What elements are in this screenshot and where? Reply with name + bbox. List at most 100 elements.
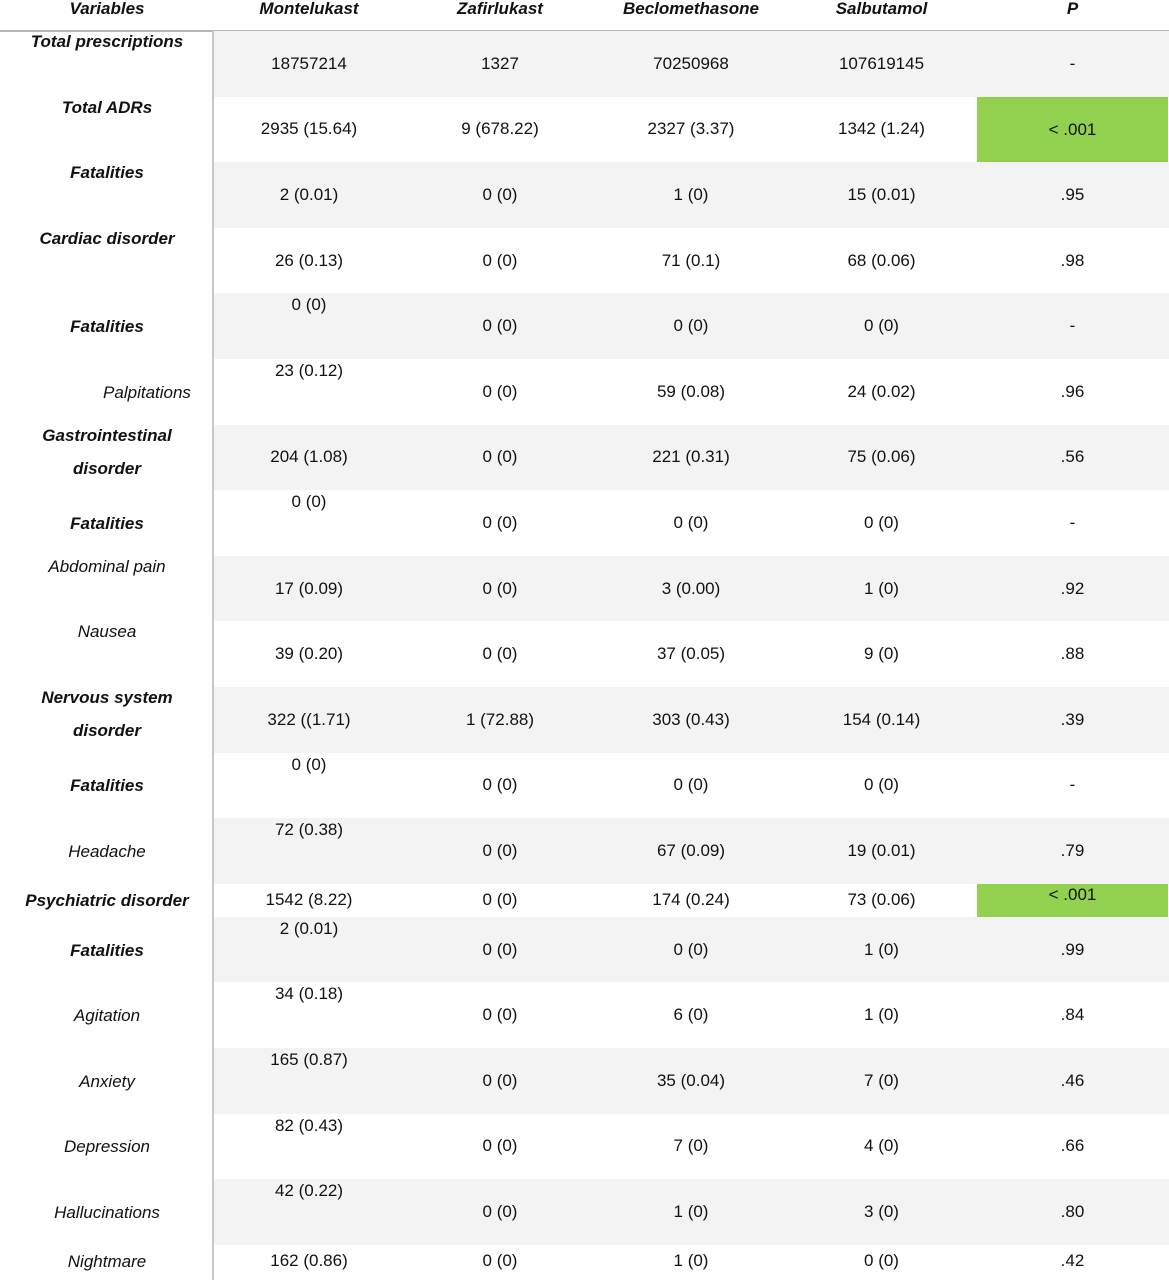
cell-zafi: 0 (0) — [482, 316, 518, 336]
cell-salb: 1 (0) — [864, 578, 899, 598]
table-row: Depression 82 (0.43) 0 (0) 7 (0) 4 (0) .66 — [0, 1114, 1169, 1180]
cell-p: .92 — [1060, 578, 1085, 598]
cell-becl: 0 (0) — [673, 939, 709, 959]
row-shading — [214, 424, 1169, 491]
cell-mont: 26 (0.13) — [274, 250, 344, 270]
cell-salb: 19 (0.01) — [847, 840, 916, 860]
cell-zafi: 0 (0) — [482, 890, 518, 910]
cell-zafi: 0 (0) — [482, 939, 518, 959]
cell-becl: 71 (0.1) — [661, 250, 721, 270]
cell-becl: 70250968 — [653, 53, 729, 73]
row-label: Agitation — [73, 1006, 141, 1026]
row-shading — [214, 293, 1169, 359]
cell-mont: 0 (0) — [291, 754, 327, 774]
cell-zafi: 0 (0) — [482, 840, 518, 860]
row-label: Hallucinations — [54, 1202, 160, 1222]
table-row: Agitation 34 (0.18) 0 (0) 6 (0) 1 (0) .84 — [0, 982, 1169, 1048]
table-row: Nausea 39 (0.20) 0 (0) 37 (0.05) 9 (0) .88 — [0, 621, 1169, 687]
cell-p: - — [1069, 512, 1076, 532]
table-row: Gastrointestinal disorder 204 (1.08) 0 (0)… — [0, 424, 1169, 491]
cell-mont: 17 (0.09) — [274, 578, 344, 598]
table-row: Headache 72 (0.38) 0 (0) 67 (0.09) 19 (0.01)… — [0, 818, 1169, 884]
cell-salb: 15 (0.01) — [847, 184, 916, 204]
cell-salb: 9 (0) — [864, 644, 899, 664]
cell-p: < .001 — [977, 96, 1168, 163]
table-row: Fatalities 0 (0) 0 (0) 0 (0) 0 (0) - — [0, 293, 1169, 359]
cell-becl: 6 (0) — [673, 1005, 709, 1025]
cell-p: .80 — [1060, 1201, 1085, 1221]
cell-zafi: 0 (0) — [482, 250, 518, 270]
cell-zafi: 9 (678.22) — [461, 119, 539, 139]
cell-salb: 154 (0.14) — [842, 709, 921, 729]
row-label: Fatalities — [70, 163, 144, 183]
row-label: Total ADRs — [61, 97, 153, 117]
cell-zafi: 0 (0) — [482, 644, 518, 664]
header-zafirlukast: Zafirlukast — [457, 0, 543, 18]
row-label: Total prescriptions — [30, 32, 184, 51]
cell-mont: 23 (0.12) — [274, 361, 344, 380]
row-label: Headache — [68, 841, 146, 861]
row-shading — [214, 31, 1169, 97]
cell-salb: 0 (0) — [864, 775, 899, 795]
row-label: Nightmare — [67, 1251, 147, 1271]
cell-becl: 0 (0) — [673, 512, 709, 532]
cell-becl: 67 (0.09) — [656, 840, 726, 860]
cell-zafi: 0 (0) — [482, 578, 518, 598]
cell-salb: 0 (0) — [864, 512, 899, 532]
row-label: Depression — [64, 1137, 150, 1157]
cell-salb: 75 (0.06) — [847, 447, 916, 467]
cell-becl: 0 (0) — [673, 316, 709, 336]
cell-mont: 0 (0) — [291, 492, 327, 512]
row-label: Psychiatric disorder — [25, 890, 189, 910]
row-shading — [214, 687, 1169, 753]
cell-mont: 39 (0.20) — [274, 644, 344, 664]
cell-becl: 3 (0.00) — [661, 578, 721, 598]
table-row: Abdominal pain 17 (0.09) 0 (0) 3 (0.00) 1 (0… — [0, 555, 1169, 622]
cell-zafi: 0 (0) — [482, 447, 518, 467]
cell-salb: 68 (0.06) — [847, 250, 916, 270]
cell-mont: 42 (0.22) — [274, 1181, 344, 1201]
cell-becl: 1 (0) — [673, 1201, 709, 1221]
cell-p: .99 — [1060, 939, 1085, 959]
cell-becl: 221 (0.31) — [652, 447, 730, 467]
table-row: Nervous system disorder 322 ((1.71) 1 (72.… — [0, 687, 1169, 753]
cell-p: .88 — [1060, 644, 1085, 664]
cell-mont: 18757214 — [271, 53, 347, 73]
cell-mont: 1542 (8.22) — [265, 890, 353, 910]
row-label: Nervous system disorder — [41, 688, 173, 740]
cell-mont: 82 (0.43) — [274, 1115, 344, 1135]
cell-salb: 4 (0) — [864, 1136, 899, 1156]
row-label: Palpitations — [103, 382, 191, 402]
cell-mont: 2935 (15.64) — [260, 119, 358, 139]
row-label: Fatalities — [70, 317, 144, 337]
table-row: Fatalities 0 (0) 0 (0) 0 (0) 0 (0) - — [0, 753, 1169, 819]
cell-salb: 73 (0.06) — [847, 890, 916, 910]
table-row: Psychiatric disorder 1542 (8.22) 0 (0) 174 … — [0, 883, 1169, 917]
cell-salb: 24 (0.02) — [847, 381, 916, 401]
cell-becl: 174 (0.24) — [652, 890, 730, 910]
row-label: Nausea — [77, 622, 137, 642]
row-label: Cardiac disorder — [39, 228, 175, 248]
cell-salb: 1 (0) — [864, 1005, 899, 1025]
row-shading — [214, 555, 1169, 622]
cell-mont: 322 ((1.71) — [267, 709, 351, 729]
cell-mont: 72 (0.38) — [274, 820, 344, 840]
cell-becl: 59 (0.08) — [656, 381, 726, 401]
cell-p: .79 — [1060, 840, 1085, 860]
cell-p: .56 — [1060, 447, 1085, 467]
cell-salb: 0 (0) — [864, 316, 899, 336]
cell-zafi: 0 (0) — [482, 381, 518, 401]
cell-becl: 1 (0) — [673, 1251, 709, 1271]
row-shading — [214, 1179, 1169, 1245]
cell-mont: 204 (1.08) — [270, 447, 348, 467]
row-label: Gastrointestinal disorder — [42, 425, 172, 478]
row-label: Anxiety — [79, 1071, 135, 1091]
cell-zafi: 0 (0) — [482, 184, 518, 204]
cell-zafi: 0 (0) — [482, 1005, 518, 1025]
cell-becl: 2327 (3.37) — [647, 119, 735, 139]
table-row: Fatalities 2 (0.01) 0 (0) 0 (0) 1 (0) .99 — [0, 916, 1169, 983]
row-label: Fatalities — [70, 776, 144, 796]
cell-zafi: 0 (0) — [482, 1251, 518, 1271]
cell-salb: 107619145 — [838, 53, 925, 73]
cell-becl: 0 (0) — [673, 775, 709, 795]
